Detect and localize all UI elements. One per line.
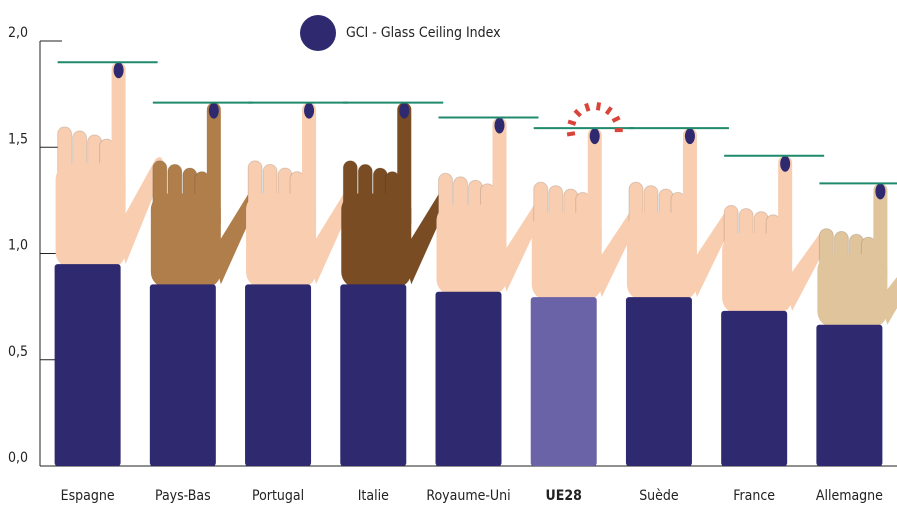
x-tick-label: Royaume-Uni [426, 488, 510, 504]
palm [55, 163, 126, 269]
thumb [688, 207, 735, 298]
x-tick-label: Portugal [252, 488, 304, 504]
highlight-ray [567, 119, 577, 126]
nail [113, 62, 124, 79]
thumb [498, 199, 544, 292]
highlight-ray [595, 102, 602, 111]
highlight-ray [584, 102, 591, 112]
nail [875, 183, 886, 200]
palm [722, 233, 793, 314]
highlight-ray [611, 115, 621, 123]
sleeve [340, 284, 407, 466]
index-finger [873, 183, 888, 283]
y-tick-label: 0,5 [8, 344, 28, 360]
highlight-ray [566, 131, 576, 137]
nail [684, 128, 695, 145]
index-finger [492, 117, 507, 240]
palm [436, 204, 507, 296]
y-tick-label: 0,0 [8, 450, 28, 466]
sleeve [721, 310, 788, 466]
index-finger [587, 128, 602, 247]
palm [626, 212, 697, 301]
thumb [117, 157, 163, 265]
highlight-ray [573, 108, 582, 118]
nail [780, 155, 791, 172]
sleeve [816, 324, 883, 466]
nail [208, 102, 219, 119]
y-tick-label: 1,0 [8, 238, 28, 254]
y-tick-label: 2,0 [8, 25, 28, 41]
sleeve [54, 264, 121, 466]
sleeve [245, 284, 312, 466]
sleeve [530, 297, 597, 466]
palm [817, 254, 888, 328]
thumb [784, 228, 830, 311]
legend-label: GCI - Glass Ceiling Index [346, 25, 501, 41]
index-finger [778, 155, 793, 265]
nail [589, 128, 600, 145]
index-finger [111, 62, 126, 204]
thumb [403, 188, 449, 285]
x-tick-label: Pays-Bas [155, 488, 211, 504]
x-tick-label: Allemagne [816, 488, 883, 504]
x-tick-label: Italie [358, 488, 389, 504]
palm [246, 193, 317, 288]
x-tick-label: Suède [639, 488, 679, 504]
sleeve [149, 284, 216, 466]
y-tick-label: 1,5 [8, 131, 28, 147]
x-tick-label: UE28 [546, 488, 582, 504]
index-finger [302, 102, 317, 230]
index-finger [206, 102, 221, 230]
highlight-ray [604, 106, 613, 116]
x-tick-label: France [733, 488, 775, 504]
index-finger [682, 128, 697, 247]
legend-swatch [300, 15, 336, 51]
sleeve [625, 297, 692, 466]
nail [399, 102, 410, 119]
nail [494, 117, 505, 134]
sleeve [435, 291, 502, 466]
x-tick-label: Espagne [61, 488, 115, 504]
palm [341, 193, 412, 288]
palm [531, 212, 602, 301]
index-finger [397, 102, 412, 230]
palm [150, 193, 221, 288]
nail [304, 102, 315, 119]
